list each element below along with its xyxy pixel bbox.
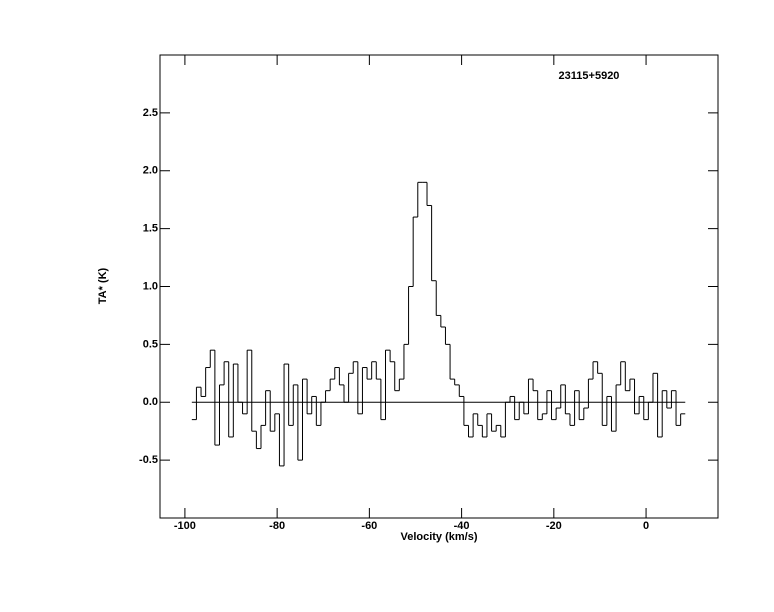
y-tick-label: 0.0 [143, 396, 158, 408]
x-tick-label: -20 [546, 520, 562, 532]
annotation: 23115+5920 [559, 70, 620, 82]
y-tick-label: 0.5 [143, 338, 158, 350]
x-tick-label: 0 [643, 520, 649, 532]
y-axis-label: TA* (K) [97, 267, 109, 304]
x-tick-label: -100 [174, 520, 196, 532]
y-tick-label: -0.5 [139, 454, 158, 466]
y-tick-label: 1.0 [143, 280, 158, 292]
x-tick-label: -40 [454, 520, 470, 532]
y-tick-label: 1.5 [143, 223, 158, 235]
step-connectors [195, 182, 682, 466]
y-tick-label: 2.0 [143, 165, 158, 177]
x-tick-label: -80 [269, 520, 285, 532]
x-tick-label: -60 [361, 520, 377, 532]
plot-frame [159, 54, 719, 519]
x-axis-label: Velocity (km/s) [400, 531, 477, 543]
y-tick-label: 2.5 [143, 107, 158, 119]
